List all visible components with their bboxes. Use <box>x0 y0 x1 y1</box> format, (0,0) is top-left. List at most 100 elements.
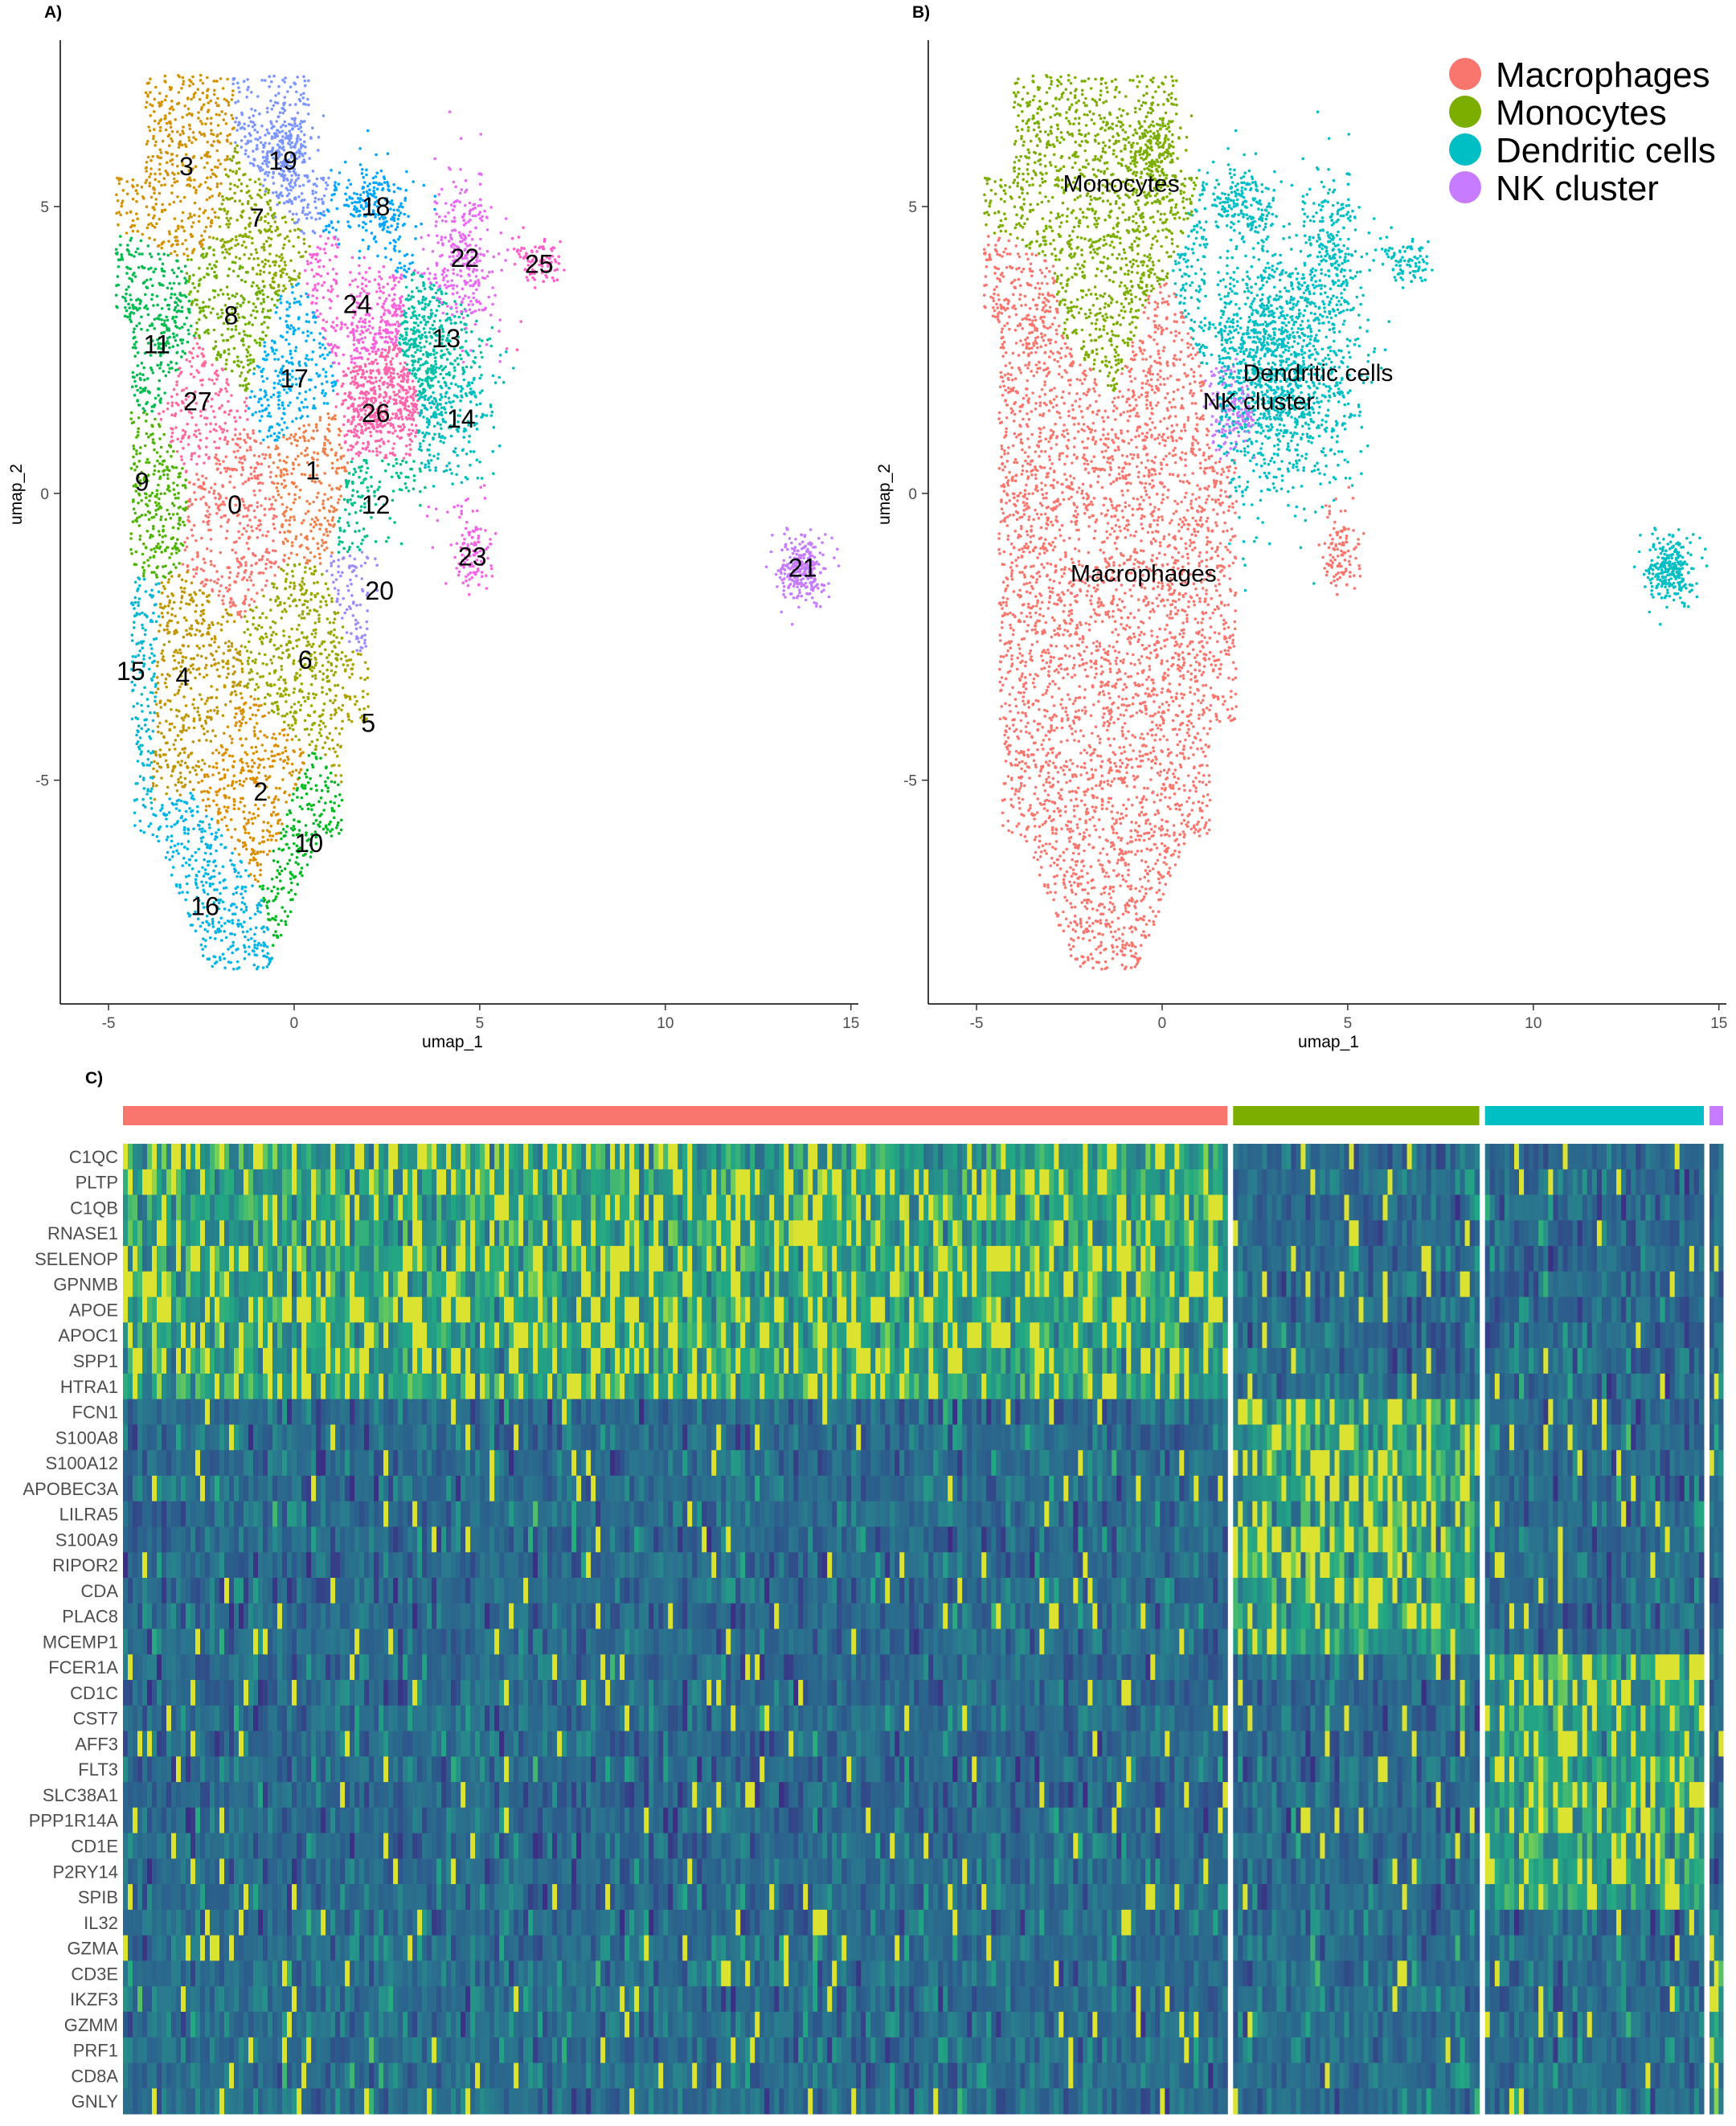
umap-cell-point <box>308 179 311 182</box>
umap-cell-point <box>149 325 152 328</box>
umap-cell-point <box>288 846 291 850</box>
umap-cell-point <box>262 850 265 854</box>
umap-cell-point <box>189 780 192 784</box>
umap-cell-point <box>192 375 195 379</box>
umap-cell-point <box>232 968 235 971</box>
umap-cell-point <box>325 767 328 770</box>
umap-cell-point <box>213 382 216 385</box>
umap-cell-point <box>233 450 236 453</box>
umap-cell-point <box>309 530 313 533</box>
umap-cell-point <box>276 358 280 361</box>
umap-cell-point <box>260 927 264 930</box>
umap-cell-point <box>347 659 350 662</box>
umap-cell-point <box>296 301 299 304</box>
umap-cell-point <box>314 218 317 221</box>
umap-cell-point <box>261 949 264 952</box>
umap-cell-point <box>306 282 309 285</box>
umap-cell-point <box>328 298 331 301</box>
umap-cell-point <box>318 670 321 674</box>
umap-cell-point <box>206 773 209 776</box>
umap-cell-point <box>289 581 293 584</box>
umap-cell-point <box>315 302 318 305</box>
umap-cell-point <box>294 538 297 541</box>
umap-cell-point <box>294 783 297 786</box>
umap-cell-point <box>312 765 315 768</box>
umap-cell-point <box>227 667 230 670</box>
umap-cell-point <box>217 810 220 813</box>
umap-cell-point <box>322 318 326 322</box>
umap-cell-point <box>149 129 152 133</box>
umap-cell-point <box>175 362 178 365</box>
umap-cell-point <box>217 317 220 320</box>
umap-cell-point <box>178 809 181 813</box>
umap-cell-point <box>316 592 319 596</box>
umap-cell-point <box>257 264 260 267</box>
umap-cell-point <box>235 293 239 296</box>
umap-cell-point <box>159 126 162 129</box>
umap-cell-point <box>219 916 223 920</box>
umap-cell-point <box>223 467 227 470</box>
umap-cell-point <box>354 470 358 473</box>
umap-cell-point <box>205 657 208 660</box>
umap-cell-point <box>225 358 228 362</box>
umap-cell-point <box>144 182 147 185</box>
umap-cell-point <box>249 162 252 165</box>
umap-cell-point <box>157 387 160 391</box>
umap-cell-point <box>260 125 264 128</box>
umap-cell-point <box>135 212 138 215</box>
umap-cell-point <box>284 910 287 913</box>
umap-cell-point <box>301 875 304 878</box>
umap-cell-point <box>223 966 227 969</box>
umap-cell-point <box>330 641 333 645</box>
umap-cell-point <box>269 825 272 828</box>
umap-cell-point <box>324 517 327 520</box>
umap-cell-point <box>231 919 234 922</box>
umap-cell-point <box>205 674 208 677</box>
umap-cell-point <box>302 519 305 522</box>
umap-cell-point <box>144 514 147 517</box>
umap-cell-point <box>251 759 254 762</box>
umap-cell-point <box>241 466 244 469</box>
umap-cell-point <box>154 753 158 756</box>
umap-cell-point <box>241 244 244 248</box>
umap-cell-point <box>231 159 234 162</box>
umap-cell-point <box>242 797 245 801</box>
umap-cell-point <box>159 603 162 606</box>
umap-cell-point <box>277 923 280 926</box>
umap-cell-point <box>194 430 198 433</box>
umap-cell-point <box>297 174 301 177</box>
umap-cell-point <box>347 480 350 483</box>
umap-cell-point <box>174 339 178 342</box>
umap-cell-point <box>149 822 153 825</box>
umap-cell-point <box>335 324 338 327</box>
umap-cell-point <box>331 828 334 831</box>
umap-cell-point <box>164 298 167 301</box>
umap-cell-point <box>218 808 221 811</box>
umap-cell-point <box>227 297 231 301</box>
umap-cell-point <box>247 363 250 367</box>
umap-cell-point <box>333 809 336 813</box>
umap-cell-point <box>319 562 322 565</box>
umap-cell-point <box>285 272 289 276</box>
umap-cell-point <box>328 430 331 433</box>
umap-cell-point <box>296 444 299 448</box>
umap-cell-point <box>150 410 154 413</box>
umap-cell-point <box>258 398 261 401</box>
umap-cell-point <box>245 348 248 351</box>
umap-cell-point <box>161 658 164 662</box>
umap-cell-point <box>308 733 311 736</box>
umap-cell-point <box>184 899 187 902</box>
umap-cell-point <box>178 883 182 887</box>
umap-cell-point <box>294 433 297 436</box>
umap-cell-point <box>249 718 252 721</box>
umap-cell-point <box>184 478 187 481</box>
umap-cell-point <box>337 592 340 596</box>
umap-cell-point <box>195 773 199 776</box>
umap-cell-point <box>297 739 301 742</box>
umap-cell-point <box>125 231 129 235</box>
umap-cell-point <box>326 828 330 831</box>
umap-cell-point <box>196 645 199 648</box>
umap-cell-point <box>171 268 174 272</box>
umap-cell-point <box>215 237 219 240</box>
umap-cell-point <box>185 629 188 633</box>
